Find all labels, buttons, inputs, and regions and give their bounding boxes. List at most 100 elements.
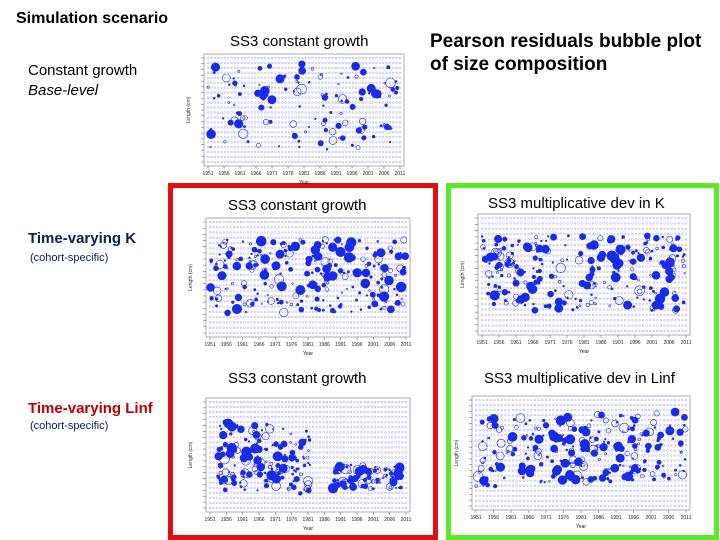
bubble-dot — [677, 302, 680, 306]
bubble-dot — [311, 91, 314, 94]
bubble-dot — [609, 265, 612, 268]
residual-bubble — [557, 280, 562, 284]
bubble-dot — [638, 297, 641, 300]
bubble-dot — [391, 316, 394, 319]
bubble-dot — [232, 405, 236, 409]
bubble-dot — [212, 236, 215, 239]
bubble-dot — [263, 294, 267, 298]
bubble-dot — [360, 252, 363, 255]
bubble-dot — [291, 300, 294, 303]
bubble-dot — [305, 321, 308, 324]
bubble-dot — [253, 481, 256, 484]
bubble-dot — [538, 329, 541, 333]
bubble-dot — [263, 226, 267, 229]
bubble-dot — [361, 111, 365, 114]
bubble-dot — [304, 121, 307, 124]
bubble-dot — [649, 292, 652, 295]
residual-bubble — [209, 128, 213, 131]
bubble-dot — [356, 294, 359, 298]
bubble-dot — [377, 273, 380, 276]
bubble-dot — [229, 257, 232, 261]
bubble-dot — [206, 66, 210, 70]
bubble-dot — [243, 506, 246, 510]
bubble-dot — [208, 501, 212, 505]
bubble-dot — [602, 222, 605, 225]
residual-bubble — [230, 282, 234, 285]
bubble-dot — [332, 289, 335, 292]
residual-bubble — [648, 286, 653, 291]
bubble-dot — [312, 231, 315, 234]
bubble-dot — [395, 126, 398, 129]
green-highlight-frame — [446, 183, 719, 540]
bubble-dot — [387, 331, 390, 335]
bubble-dot — [215, 257, 218, 261]
bubble-dot — [324, 86, 327, 89]
bubble-dot — [584, 270, 587, 273]
bubble-dot — [257, 231, 260, 234]
bubble-dot — [222, 300, 225, 303]
bubble-dot — [570, 216, 573, 220]
bubble-dot — [250, 141, 253, 144]
residual-bubble — [602, 280, 607, 284]
bubble-dot — [667, 254, 670, 257]
bubble-dot — [325, 220, 329, 224]
bubble-dot — [331, 146, 334, 149]
bubble-dot — [284, 236, 287, 239]
bubble-dot — [237, 56, 240, 60]
bubble-dot — [318, 321, 322, 324]
bubble-dot — [649, 281, 652, 284]
residual-bubble — [632, 305, 636, 309]
bubble-dot — [284, 289, 287, 292]
bubble-dot — [631, 281, 634, 284]
bubble-dot — [219, 310, 222, 313]
bubble-dot — [314, 61, 317, 65]
bubble-dot — [257, 506, 260, 510]
bubble-dot — [260, 56, 263, 60]
bubble-dot — [219, 405, 222, 409]
bubble-dot — [253, 476, 256, 479]
bubble-dot — [206, 111, 210, 114]
bubble-dot — [274, 56, 277, 60]
bubble-dot — [308, 242, 311, 245]
bubble-dot — [523, 324, 527, 327]
bubble-dot — [267, 56, 270, 60]
bubble-dot — [556, 222, 559, 225]
bubble-dot — [385, 61, 388, 65]
bubble-dot — [243, 236, 246, 239]
bubble-dot — [270, 111, 274, 114]
bubble-dot — [284, 220, 287, 224]
bubble-dot — [395, 101, 398, 104]
bubble-dot — [505, 233, 509, 236]
bubble-dot — [307, 91, 311, 94]
bubble-dot — [270, 300, 273, 303]
residual-bubble — [206, 85, 210, 89]
bubble-dot — [287, 101, 290, 104]
bubble-dot — [681, 319, 684, 322]
bubble-dot — [264, 136, 267, 139]
bubble-dot — [392, 81, 395, 84]
bubble-dot — [375, 131, 378, 134]
bubble-dot — [355, 86, 358, 89]
bubble-dot — [220, 96, 223, 99]
bubble-dot — [488, 302, 491, 306]
bubble-dot — [502, 222, 505, 225]
bubble-dot — [332, 252, 335, 255]
bubble-dot — [641, 319, 645, 322]
bubble-dot — [328, 160, 331, 164]
bubble-dot — [236, 456, 239, 459]
bubble-dot — [652, 324, 655, 327]
bubble-dot — [566, 254, 569, 257]
bubble-dot — [312, 316, 315, 319]
bubble-dot — [531, 259, 534, 263]
bubble-dot — [329, 226, 332, 229]
bubble-dot — [595, 308, 598, 311]
bubble-dot — [620, 297, 623, 300]
bubble-dot — [488, 233, 491, 236]
residual-bubble — [493, 284, 498, 288]
bubble-dot — [240, 81, 243, 84]
x-tick-label: 1956 — [493, 340, 504, 346]
bubble-dot — [270, 316, 273, 319]
residual-bubble — [384, 275, 394, 286]
bubble-dot — [243, 416, 246, 419]
bubble-dot — [378, 61, 381, 65]
